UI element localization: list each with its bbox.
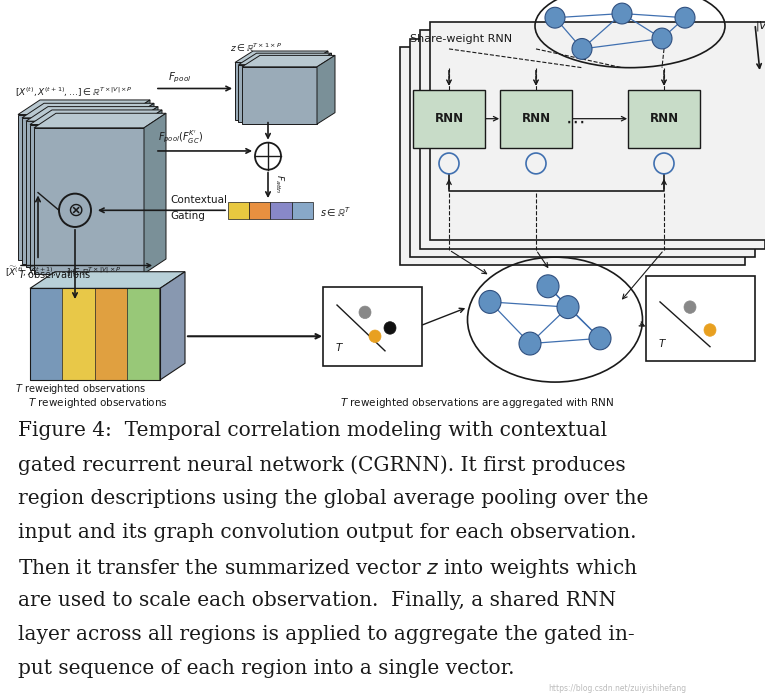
Polygon shape (140, 110, 162, 270)
Circle shape (369, 330, 381, 342)
Text: region descriptions using the global average pooling over the: region descriptions using the global ave… (18, 489, 649, 508)
Circle shape (479, 291, 501, 314)
Text: Gating: Gating (170, 210, 205, 221)
Polygon shape (26, 121, 136, 267)
Circle shape (557, 296, 579, 319)
Text: $F_{attn}$: $F_{attn}$ (273, 174, 285, 194)
Text: https://blog.csdn.net/zuiyishihefang: https://blog.csdn.net/zuiyishihefang (548, 684, 686, 693)
Text: $T$ observations: $T$ observations (18, 268, 91, 280)
Polygon shape (128, 289, 160, 380)
Polygon shape (128, 100, 150, 260)
Text: $T$ reweighted observations are aggregated with RNN: $T$ reweighted observations are aggregat… (340, 396, 614, 410)
Text: $|V|$: $|V|$ (755, 19, 765, 33)
Text: gated recurrent neural network (CGRNN). It first produces: gated recurrent neural network (CGRNN). … (18, 455, 626, 475)
Circle shape (572, 38, 592, 59)
Polygon shape (235, 51, 328, 63)
FancyBboxPatch shape (420, 30, 765, 249)
Text: $T$: $T$ (658, 337, 667, 348)
Circle shape (684, 301, 696, 314)
Polygon shape (63, 289, 95, 380)
Text: $F_{pool}(F_{GC}^{K^{\prime}})$: $F_{pool}(F_{GC}^{K^{\prime}})$ (158, 129, 203, 146)
Text: $F_{pool}$: $F_{pool}$ (168, 70, 191, 85)
Polygon shape (18, 114, 128, 260)
FancyBboxPatch shape (500, 89, 572, 148)
Text: $s \in \mathbb{R}^T$: $s \in \mathbb{R}^T$ (320, 206, 351, 220)
Polygon shape (239, 53, 331, 65)
Polygon shape (132, 103, 154, 263)
Polygon shape (239, 65, 314, 122)
Circle shape (612, 3, 632, 24)
Polygon shape (310, 51, 328, 120)
Polygon shape (34, 114, 166, 128)
Text: input and its graph convolution output for each observation.: input and its graph convolution output f… (18, 523, 636, 542)
Circle shape (384, 322, 396, 334)
Text: $z \in \mathbb{R}^{T\times 1\times P}$: $z \in \mathbb{R}^{T\times 1\times P}$ (230, 42, 282, 54)
Circle shape (652, 28, 672, 49)
Polygon shape (314, 53, 331, 122)
Polygon shape (242, 67, 317, 124)
Circle shape (589, 327, 611, 350)
Bar (249, 202, 271, 219)
FancyBboxPatch shape (430, 22, 765, 240)
Polygon shape (18, 100, 150, 114)
Polygon shape (95, 289, 128, 380)
Text: $\cdots$: $\cdots$ (565, 112, 584, 130)
Polygon shape (136, 107, 158, 267)
FancyBboxPatch shape (646, 276, 755, 361)
FancyBboxPatch shape (413, 89, 485, 148)
Polygon shape (144, 114, 166, 274)
Circle shape (519, 332, 541, 355)
Text: are used to scale each observation.  Finally, a shared RNN: are used to scale each observation. Fina… (18, 591, 616, 610)
Text: Then it transfer the summarized vector $z$ into weights which: Then it transfer the summarized vector $… (18, 557, 638, 580)
FancyBboxPatch shape (628, 89, 700, 148)
Polygon shape (34, 128, 144, 274)
Circle shape (675, 7, 695, 28)
Polygon shape (22, 118, 132, 263)
Text: RNN: RNN (435, 112, 464, 125)
Text: $[\widetilde{X}^{(t)}, \widetilde{X}^{(t+1)}, \ldots] \in \mathbb{R}^{T\times|V|: $[\widetilde{X}^{(t)}, \widetilde{X}^{(t… (5, 264, 122, 279)
Text: RNN: RNN (522, 112, 551, 125)
Polygon shape (26, 107, 158, 121)
Text: Figure 4:  Temporal correlation modeling with contextual: Figure 4: Temporal correlation modeling … (18, 421, 607, 441)
Bar (228, 202, 249, 219)
Text: $T$ reweighted observations: $T$ reweighted observations (15, 383, 147, 397)
Polygon shape (317, 55, 335, 124)
Polygon shape (160, 272, 185, 380)
FancyBboxPatch shape (400, 47, 745, 266)
Polygon shape (30, 289, 63, 380)
Polygon shape (242, 55, 335, 67)
Text: $T$ reweighted observations: $T$ reweighted observations (28, 396, 168, 410)
Text: layer across all regions is applied to aggregate the gated in-: layer across all regions is applied to a… (18, 625, 635, 644)
Text: put sequence of each region into a single vector.: put sequence of each region into a singl… (18, 659, 515, 678)
Polygon shape (30, 110, 162, 125)
Text: Contextual: Contextual (170, 195, 227, 205)
Circle shape (545, 7, 565, 28)
FancyBboxPatch shape (410, 38, 755, 257)
Polygon shape (22, 103, 154, 118)
Circle shape (704, 324, 716, 336)
Text: RNN: RNN (649, 112, 679, 125)
Text: Share-weight RNN: Share-weight RNN (410, 33, 512, 44)
Text: $[X^{(t)}, X^{(t+1)}, \ldots] \in \mathbb{R}^{T\times|V|\times P}$: $[X^{(t)}, X^{(t+1)}, \ldots] \in \mathb… (15, 86, 133, 99)
Circle shape (537, 275, 559, 298)
Polygon shape (235, 63, 310, 120)
Polygon shape (30, 272, 185, 289)
Text: $\otimes$: $\otimes$ (67, 201, 83, 220)
Bar (271, 202, 291, 219)
Polygon shape (30, 125, 140, 270)
FancyBboxPatch shape (323, 287, 422, 367)
Text: $T$: $T$ (335, 341, 344, 353)
Bar (291, 202, 313, 219)
Circle shape (359, 306, 371, 319)
